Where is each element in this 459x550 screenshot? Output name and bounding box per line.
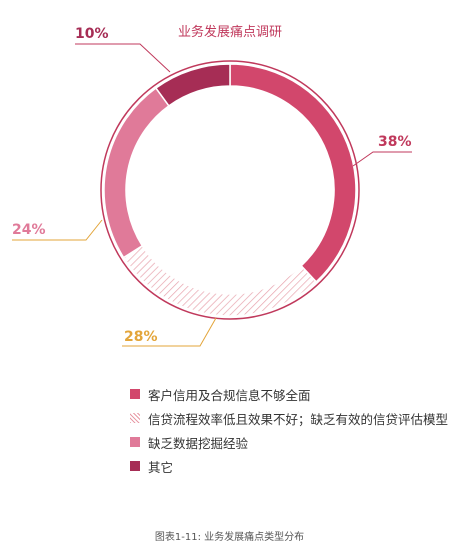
slice-label-24: 24% xyxy=(12,222,46,238)
donut-chart: 业务发展痛点调研 38% 28% 24% 10% xyxy=(12,24,412,347)
donut-slice-4 xyxy=(154,63,231,107)
legend: 客户信用及合规信息不够全面 信贷流程效率低且效果不好；缺乏有效的信贷评估模型 缺… xyxy=(130,382,448,478)
slice-label-38: 38% xyxy=(378,134,412,150)
figure-caption: 图表1-11: 业务发展痛点类型分布 xyxy=(154,532,305,543)
outer-ring xyxy=(100,60,360,320)
donut-slice-3 xyxy=(103,87,170,259)
leader-line-24 xyxy=(12,219,103,241)
chart-title: 业务发展痛点调研 xyxy=(178,24,282,40)
leader-line-38 xyxy=(352,151,412,167)
legend-swatch xyxy=(130,437,140,447)
legend-swatch xyxy=(130,389,140,399)
legend-label: 信贷流程效率低且效果不好；缺乏有效的信贷评估模型 xyxy=(148,411,449,427)
legend-item: 客户信用及合规信息不够全面 xyxy=(130,382,448,406)
donut-slices xyxy=(103,63,357,317)
leader-line-28 xyxy=(122,317,217,347)
slice-label-10: 10% xyxy=(75,26,109,42)
legend-item: 缺乏数据挖掘经验 xyxy=(130,430,448,454)
legend-item: 信贷流程效率低且效果不好；缺乏有效的信贷评估模型 xyxy=(130,406,448,430)
legend-label: 缺乏数据挖掘经验 xyxy=(148,435,249,451)
legend-swatch xyxy=(130,461,140,471)
donut-slice-1 xyxy=(229,63,357,283)
legend-swatch-hatched xyxy=(130,413,140,423)
legend-item: 其它 xyxy=(130,454,448,478)
legend-label: 客户信用及合规信息不够全面 xyxy=(148,387,311,403)
leader-line-10 xyxy=(75,43,171,73)
slice-label-28: 28% xyxy=(124,329,158,345)
legend-label: 其它 xyxy=(148,459,174,475)
